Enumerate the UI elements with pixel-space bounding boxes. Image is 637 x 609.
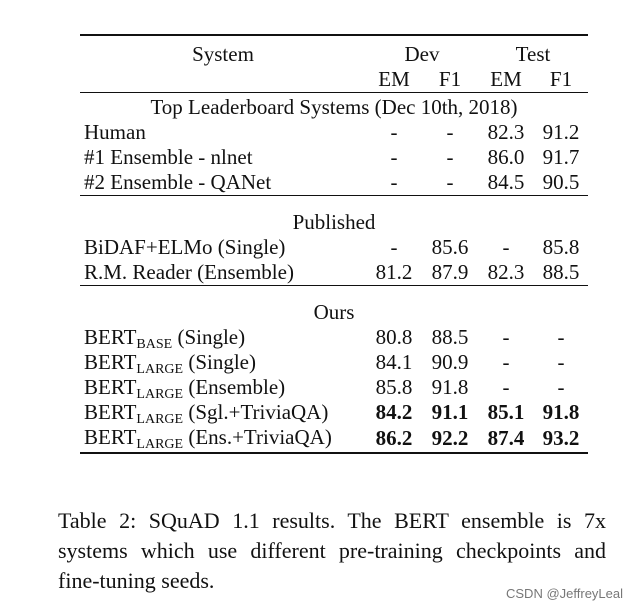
table-row: BERTLARGE (Ensemble) 85.8 91.8 - - bbox=[84, 375, 565, 402]
table-row: Human - - 82.3 91.2 bbox=[84, 120, 580, 144]
header-test-em: EM bbox=[490, 67, 522, 91]
table-caption: Table 2: SQuAD 1.1 results. The BERT ens… bbox=[58, 508, 606, 593]
header-dev-f1: F1 bbox=[438, 67, 462, 91]
section-title: Published bbox=[292, 210, 376, 234]
header-dev-em: EM bbox=[378, 67, 410, 91]
table-row: BERTBASE (Single) 80.8 88.5 - - bbox=[84, 325, 565, 352]
section-ours: Ours bbox=[80, 285, 588, 326]
table-row: BERTLARGE (Ens.+TriviaQA) 86.2 92.2 87.4… bbox=[80, 425, 588, 453]
table-row: #1 Ensemble - nlnet - - 86.0 91.7 bbox=[84, 145, 580, 169]
results-table-container: System Dev Test EM F1 EM F1 Top Leaderbo… bbox=[80, 34, 588, 454]
table-row: BERTLARGE (Single) 84.1 90.9 - - bbox=[84, 350, 565, 377]
section-title: Ours bbox=[313, 300, 355, 324]
header-system: System bbox=[192, 42, 254, 66]
table-row: BERTLARGE (Sgl.+TriviaQA) 84.2 91.1 85.1… bbox=[84, 400, 580, 427]
header-test: Test bbox=[515, 42, 551, 66]
section-leaderboard: Top Leaderboard Systems (Dec 10th, 2018) bbox=[80, 93, 588, 121]
header-dev: Dev bbox=[404, 42, 440, 66]
results-table: System Dev Test EM F1 EM F1 Top Leaderbo… bbox=[80, 34, 588, 454]
section-title: Top Leaderboard Systems (Dec 10th, 2018) bbox=[150, 95, 518, 119]
section-published: Published bbox=[80, 195, 588, 236]
header-row-1: System Dev Test bbox=[80, 35, 588, 67]
watermark: CSDN @JeffreyLeal bbox=[506, 586, 623, 601]
table-row: #2 Ensemble - QANet - - 84.5 90.5 bbox=[84, 170, 580, 194]
header-test-f1: F1 bbox=[549, 67, 573, 91]
table-row: BiDAF+ELMo (Single) - 85.6 - 85.8 bbox=[84, 235, 580, 259]
table-row: R.M. Reader (Ensemble) 81.2 87.9 82.3 88… bbox=[84, 260, 580, 284]
header-row-2: EM F1 EM F1 bbox=[80, 67, 588, 93]
